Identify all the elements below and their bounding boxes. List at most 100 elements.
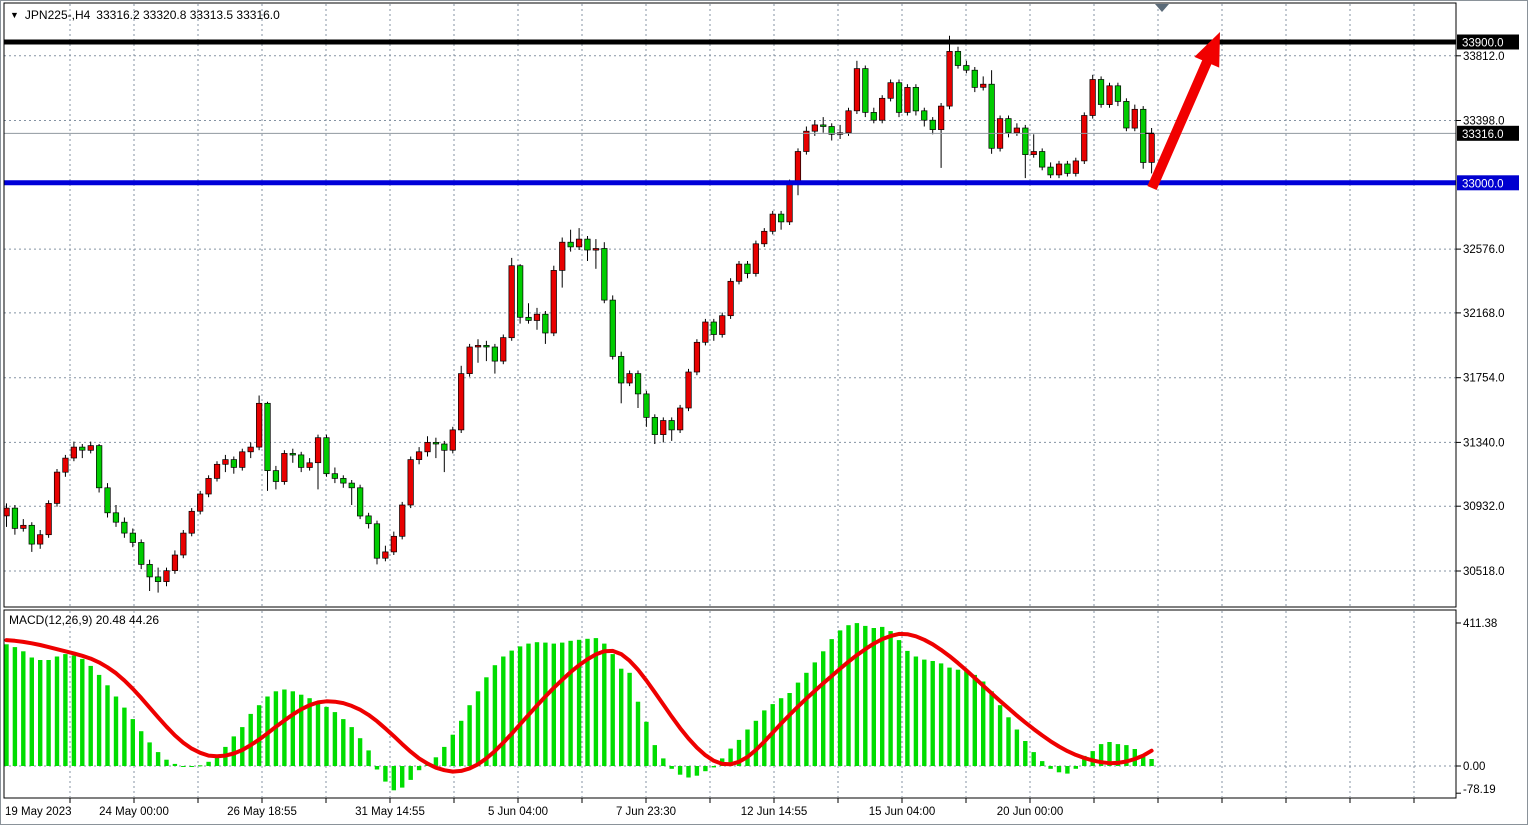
macd-histogram-bar	[492, 665, 498, 766]
macd-histogram-bar	[501, 656, 506, 766]
macd-histogram-bar	[450, 734, 455, 766]
scroll-position-marker[interactable]	[1155, 4, 1169, 12]
price-axis-label: 32576.0	[1463, 244, 1505, 256]
macd-histogram-bar	[29, 657, 34, 766]
candle-bullish	[222, 459, 229, 465]
candle-bearish	[634, 373, 642, 395]
macd-histogram-bar	[560, 642, 565, 766]
candle-bullish	[180, 532, 187, 556]
candle-bullish	[45, 503, 52, 536]
price-level-box	[1457, 175, 1519, 191]
candle-bullish	[314, 437, 322, 464]
macd-histogram-bar	[1082, 755, 1087, 766]
macd-histogram-bar	[408, 766, 413, 780]
candle-bearish	[988, 83, 995, 149]
macd-histogram-bar	[661, 758, 666, 766]
macd-histogram-bar	[4, 644, 9, 766]
macd-histogram-bar	[593, 638, 599, 766]
price-axis-label: 33398.0	[1463, 116, 1505, 128]
symbol-title: ▼ JPN225-,H4 33316.2 33320.8 33313.5 333…	[10, 8, 280, 22]
macd-histogram-bar	[400, 766, 405, 788]
candle-bullish	[3, 507, 10, 517]
macd-histogram-bar	[63, 654, 68, 766]
macd-histogram-bar	[1031, 752, 1036, 766]
time-axis-label: 26 May 18:55	[227, 806, 297, 818]
candle-bullish	[879, 97, 886, 121]
macd-histogram-bar	[147, 742, 152, 766]
macd-histogram-bar	[922, 659, 927, 766]
candle-bearish	[331, 473, 338, 479]
macd-histogram-bar	[517, 646, 523, 766]
candle-bearish	[154, 576, 162, 582]
candle-bullish	[769, 213, 776, 232]
macd-histogram-bar	[1107, 742, 1112, 766]
candle-bullish	[1081, 115, 1088, 162]
time-axis-label: 15 Jun 04:00	[869, 806, 936, 818]
candle-bullish	[1055, 163, 1063, 176]
price-axis-label: 33812.0	[1463, 51, 1505, 63]
candle-bearish	[828, 126, 835, 135]
macd-signal-line	[4, 631, 1154, 774]
macd-histogram-bar	[644, 721, 649, 766]
candle-bearish	[146, 564, 153, 578]
macd-histogram-bar	[989, 691, 994, 766]
macd-histogram-bar	[1048, 766, 1053, 769]
candle-bullish	[458, 373, 465, 431]
macd-histogram-bar	[972, 674, 977, 766]
candle-bullish	[171, 554, 179, 571]
macd-histogram-bar	[416, 766, 422, 771]
candle-bullish	[1148, 132, 1155, 163]
candle-bearish	[862, 68, 869, 113]
macd-indicator-label: MACD(12,26,9) 20.48 44.26	[9, 613, 160, 627]
candle-bullish	[685, 371, 692, 409]
candle-bearish	[1022, 127, 1029, 155]
macd-histogram-bar	[543, 642, 548, 766]
macd-histogram-bar	[374, 766, 380, 770]
candle-bearish	[601, 248, 608, 301]
candle-bullish	[1131, 108, 1138, 129]
macd-histogram-bar	[602, 643, 607, 766]
trend-arrow[interactable]	[1147, 32, 1220, 190]
macd-histogram-bar	[332, 712, 338, 766]
macd-histogram-bar	[981, 681, 986, 766]
candle-bullish	[37, 534, 44, 545]
macd-histogram-bar	[391, 766, 396, 791]
macd-histogram-bar	[113, 696, 119, 766]
macd-histogram-bar	[475, 691, 481, 766]
candle-bearish	[1114, 85, 1122, 102]
price-level-box	[1457, 34, 1519, 50]
macd-histogram-bar	[854, 623, 860, 766]
candle-bearish	[230, 459, 237, 468]
candle-bullish	[752, 243, 759, 274]
candle-bullish	[281, 453, 288, 482]
candle-bearish	[1123, 101, 1130, 129]
macd-histogram-bar	[526, 643, 531, 766]
candle-bearish	[651, 417, 658, 435]
candle-bearish	[289, 453, 296, 456]
candle-bullish	[474, 345, 482, 348]
candle-bearish	[365, 515, 372, 525]
candle-bullish	[399, 504, 406, 537]
candle-bearish	[348, 482, 355, 489]
candle-bullish	[702, 321, 709, 343]
macd-histogram-bar	[829, 639, 834, 766]
macd-histogram-bar	[1073, 766, 1078, 769]
macd-histogram-bar	[290, 691, 295, 766]
macd-histogram-bar	[635, 701, 641, 766]
macd-histogram-bar	[324, 706, 329, 766]
symbol-dropdown-icon[interactable]: ▼	[10, 10, 19, 20]
macd-histogram-bar	[80, 658, 85, 766]
price-level-box-label: 33900.0	[1462, 38, 1504, 50]
candle-bearish	[298, 454, 305, 468]
quote-ohlc-values: 33316.2 33320.8 33313.5 33316.0	[96, 8, 280, 22]
macd-histogram-bar	[357, 738, 363, 766]
macd-histogram-bar	[1023, 741, 1028, 766]
candle-bearish	[618, 356, 625, 384]
candle-bearish	[79, 446, 86, 451]
candle-bearish	[820, 124, 827, 127]
time-axis-label: 31 May 14:55	[355, 806, 425, 818]
macd-histogram-bar	[728, 748, 733, 766]
